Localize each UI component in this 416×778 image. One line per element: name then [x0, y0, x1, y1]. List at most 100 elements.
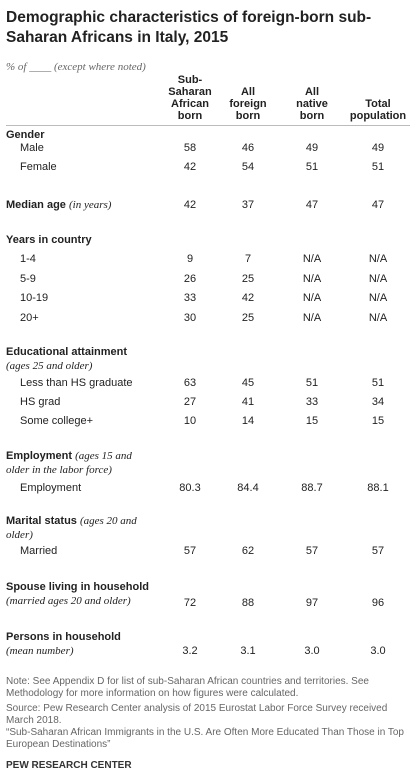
note: “Sub-Saharan African Immigrants in the U… — [6, 727, 404, 750]
cell: 80.3 — [179, 482, 201, 494]
note: Source: Pew Research Center analysis of … — [6, 703, 388, 726]
column-header: All native born — [289, 80, 335, 122]
cell: 63 — [183, 377, 197, 389]
cell: 96 — [371, 597, 385, 609]
cell: 57 — [371, 545, 385, 557]
cell: 3.0 — [304, 645, 320, 657]
cell: 3.0 — [370, 645, 386, 657]
section-heading: Years in country — [6, 233, 176, 247]
row-label: 10-19 — [20, 292, 49, 304]
cell: 3.1 — [240, 645, 256, 657]
cell: N/A — [302, 312, 322, 324]
cell: 34 — [371, 396, 385, 408]
cell: 25 — [241, 312, 255, 324]
heading-text: Employment — [6, 450, 73, 462]
title: Demographic characteristics of foreign-b… — [6, 9, 372, 46]
heading-text: Years in country — [6, 234, 92, 246]
cell: 42 — [183, 199, 197, 211]
cell: N/A — [302, 292, 322, 304]
section-heading: Spouse living in household (married ages … — [6, 580, 176, 608]
heading-note: (mean number) — [6, 645, 74, 657]
row-label: HS grad — [20, 396, 61, 408]
cell: N/A — [368, 253, 388, 265]
cell: 49 — [371, 142, 385, 154]
row-label: Less than HS graduate — [20, 377, 133, 389]
cell: 47 — [371, 199, 385, 211]
column-header-text: All native born — [296, 86, 328, 122]
column-header: All foreign born — [225, 80, 271, 122]
cell: 45 — [241, 377, 255, 389]
column-header: Total population — [347, 80, 409, 122]
heading-text: Marital status — [6, 515, 77, 527]
cell: 30 — [183, 312, 197, 324]
cell: 84.4 — [237, 482, 259, 494]
heading-text: Gender — [6, 129, 45, 141]
row-label: Some college+ — [20, 415, 94, 427]
cell: 51 — [305, 377, 319, 389]
cell: 88 — [241, 597, 255, 609]
cell: 25 — [241, 273, 255, 285]
cell: 57 — [183, 545, 197, 557]
section-heading: Persons in household (mean number) — [6, 630, 176, 658]
cell: 42 — [241, 292, 255, 304]
cell: 9 — [186, 253, 194, 265]
cell: 54 — [241, 161, 255, 173]
cell: 33 — [183, 292, 197, 304]
cell: 7 — [244, 253, 252, 265]
cell: 51 — [371, 377, 385, 389]
cell: 41 — [241, 396, 255, 408]
cell: N/A — [302, 253, 322, 265]
footer: PEW RESEARCH CENTER — [6, 760, 132, 771]
cell: 27 — [183, 396, 197, 408]
cell: N/A — [368, 273, 388, 285]
header-rule — [6, 125, 410, 126]
cell: 26 — [183, 273, 197, 285]
row-label: 5-9 — [20, 273, 36, 285]
cell: 58 — [183, 142, 197, 154]
cell: 88.1 — [367, 482, 389, 494]
section-heading: Educational attainment (ages 25 and older… — [6, 345, 176, 373]
row-label: Female — [20, 161, 57, 173]
column-header-text: Sub-Saharan African born — [168, 74, 212, 122]
cell: 15 — [371, 415, 385, 427]
cell: 15 — [305, 415, 319, 427]
section-heading: Median age (in years) — [6, 198, 176, 212]
heading-text: Spouse living in household — [6, 581, 150, 593]
row-label: Male — [20, 142, 44, 154]
cell: 14 — [241, 415, 255, 427]
heading-text: Educational attainment — [6, 346, 128, 358]
section-heading: Gender — [6, 128, 176, 142]
cell: 42 — [183, 161, 197, 173]
column-header: Sub-Saharan African born — [159, 74, 221, 122]
cell: 51 — [305, 161, 319, 173]
cell: 46 — [241, 142, 255, 154]
heading-note: (ages 25 and older) — [6, 360, 93, 372]
cell: 57 — [305, 545, 319, 557]
heading-note: (in years) — [68, 199, 112, 211]
column-header-text: Total population — [349, 98, 407, 122]
cell: 49 — [305, 142, 319, 154]
heading-note: (married ages 20 and older) — [6, 595, 131, 607]
cell: 72 — [183, 597, 197, 609]
cell: 47 — [305, 199, 319, 211]
cell: 88.7 — [301, 482, 323, 494]
heading-text: Persons in household — [6, 631, 121, 643]
cell: N/A — [302, 273, 322, 285]
cell: 3.2 — [182, 645, 198, 657]
section-heading: Employment (ages 15 and older in the lab… — [6, 449, 151, 477]
cell: N/A — [368, 292, 388, 304]
row-label: 1-4 — [20, 253, 36, 265]
cell: 10 — [183, 415, 197, 427]
cell: 33 — [305, 396, 319, 408]
column-header-text: All foreign born — [229, 86, 267, 122]
cell: 62 — [241, 545, 255, 557]
section-heading: Marital status (ages 20 and older) — [6, 514, 151, 542]
cell: 37 — [241, 199, 255, 211]
heading-text: Median age — [6, 199, 66, 211]
note: Note: See Appendix D for list of sub-Sah… — [6, 676, 369, 699]
subtitle: % of ____ (except where noted) — [6, 61, 146, 73]
heading-note: (ages 15 and older in the labor force) — [6, 450, 132, 476]
row-label: Employment — [20, 482, 82, 494]
cell: N/A — [368, 312, 388, 324]
